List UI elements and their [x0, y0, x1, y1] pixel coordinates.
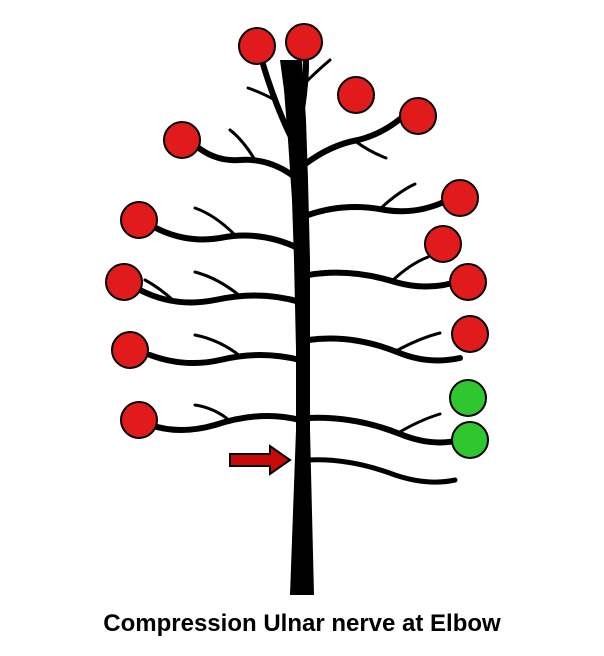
tree-branch: [150, 355, 300, 363]
red-dot: [286, 24, 322, 60]
tree-branch: [392, 257, 428, 281]
red-dot: [112, 332, 148, 368]
red-dot: [450, 264, 486, 300]
compression-arrow: [230, 446, 290, 474]
tree-branch: [308, 339, 460, 361]
diagram-canvas: [0, 0, 604, 656]
red-dot: [338, 77, 374, 113]
red-dot: [442, 180, 478, 216]
tree-branch: [308, 273, 462, 287]
tree-branch: [308, 418, 460, 443]
tree-branch: [195, 145, 292, 175]
tree-branch: [308, 460, 455, 482]
green-dot: [452, 422, 488, 458]
tree-branch: [380, 184, 415, 209]
caption-text: Compression Ulnar nerve at Elbow: [0, 610, 604, 638]
red-dot: [452, 316, 488, 352]
red-dot: [121, 402, 157, 438]
tree-trunk: [280, 60, 314, 595]
tree-branch: [195, 405, 230, 421]
tree-branch: [152, 226, 298, 248]
red-dot: [239, 28, 275, 64]
green-dot: [450, 380, 486, 416]
red-dot: [164, 122, 200, 158]
tree-branch: [355, 141, 386, 158]
tree-branch: [308, 200, 448, 215]
tree-branch: [195, 272, 240, 296]
tree-branch: [396, 333, 440, 351]
red-dot: [106, 264, 142, 300]
red-dot: [400, 98, 436, 134]
red-dot: [121, 202, 157, 238]
arrow-icon: [230, 446, 290, 474]
tree-branch: [195, 208, 235, 235]
tree-branch: [398, 414, 440, 433]
tree-branch: [230, 130, 255, 160]
tree-branch: [195, 335, 240, 356]
red-dot: [425, 226, 461, 262]
